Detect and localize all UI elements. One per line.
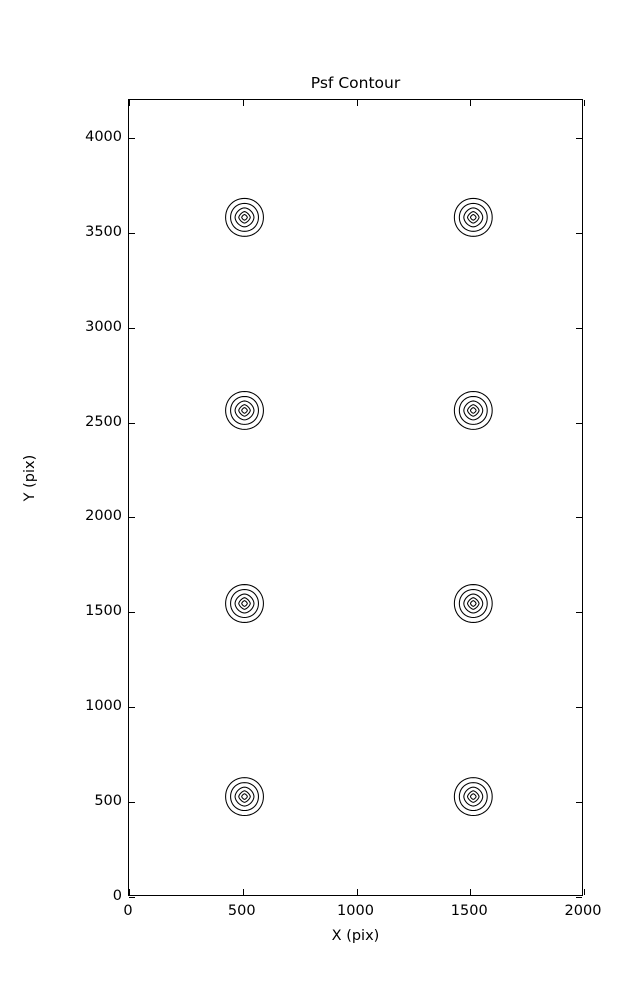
y-tick-mark	[129, 802, 135, 804]
contour-level-0	[225, 777, 264, 817]
plot-axes-area	[128, 99, 585, 898]
y-tick-mark	[129, 517, 135, 519]
y-tick-mark-right	[576, 802, 582, 804]
contour-level-0	[453, 584, 493, 623]
contour-level-2	[463, 400, 484, 421]
x-tick-mark	[584, 889, 585, 895]
y-tick-mark-right	[576, 137, 582, 139]
y-tick-mark	[129, 137, 135, 139]
y-tick-label: 2500	[85, 413, 122, 430]
contour-level-4	[241, 793, 248, 800]
x-tick-label: 1500	[450, 903, 488, 919]
x-tick-mark-top	[242, 100, 244, 106]
y-tick-mark-right	[576, 517, 582, 519]
y-tick-mark-right	[576, 897, 582, 898]
x-axis-tick-labels: 0 500 1000 1500 2000	[0, 903, 637, 927]
contour-level-3	[238, 597, 251, 610]
contour-level-3	[466, 404, 480, 417]
contour-level-1	[458, 202, 488, 232]
y-tick-label: 3000	[85, 318, 122, 335]
y-tick-mark	[129, 707, 135, 709]
psf-contour-group	[453, 390, 493, 430]
y-tick-label: 1500	[85, 603, 122, 620]
y-tick-label: 500	[94, 793, 122, 810]
contour-level-4	[241, 214, 248, 221]
contour-level-2	[463, 593, 484, 614]
contour-level-2	[234, 593, 255, 614]
contour-level-4	[469, 214, 477, 221]
contour-level-0	[225, 584, 264, 623]
page-title: Psf Contour	[310, 74, 401, 92]
x-tick-mark	[356, 889, 358, 895]
contour-level-2	[463, 786, 484, 807]
psf-contour-group	[225, 584, 264, 623]
contour-level-4	[469, 600, 477, 607]
y-tick-label: 3500	[85, 223, 122, 240]
y-tick-mark-right	[576, 327, 582, 329]
contour-level-3	[466, 790, 480, 803]
contour-level-2	[234, 207, 255, 228]
y-axis-tick-labels: 0 500 1000 1500 2000 2500 3000 3500 4000	[46, 0, 122, 1000]
contour-level-0	[225, 197, 264, 237]
y-tick-label: 2000	[85, 508, 122, 525]
y-tick-mark	[129, 897, 135, 898]
psf-contour-group	[225, 197, 264, 237]
x-tick-label: 500	[227, 903, 256, 919]
x-tick-mark-top	[129, 100, 130, 106]
contour-level-3	[466, 597, 480, 610]
contour-level-3	[238, 404, 251, 417]
contour-level-4	[241, 407, 248, 414]
contour-level-1	[230, 395, 259, 425]
contour-level-0	[453, 197, 493, 237]
psf-contour-group	[453, 197, 493, 237]
y-tick-mark	[129, 232, 135, 234]
contour-level-3	[466, 211, 480, 224]
x-tick-mark	[129, 889, 130, 895]
y-tick-mark-right	[576, 612, 582, 614]
x-axis-label: X (pix)	[331, 928, 380, 944]
contour-level-4	[469, 407, 477, 414]
psf-contour-group	[225, 777, 264, 817]
psf-contour-group	[453, 777, 493, 817]
y-tick-label: 1000	[85, 698, 122, 715]
contour-plot-canvas	[225, 197, 493, 817]
x-tick-mark-top	[584, 100, 585, 106]
contour-level-0	[453, 390, 493, 430]
contour-level-1	[458, 782, 488, 812]
contour-level-1	[230, 202, 259, 232]
contour-level-0	[225, 390, 264, 430]
y-axis-label: Y (pix)	[22, 454, 38, 502]
contour-level-3	[238, 790, 251, 803]
psf-contour-group	[453, 584, 493, 623]
x-tick-mark	[470, 889, 472, 895]
y-tick-mark-right	[576, 422, 582, 424]
contour-level-1	[230, 589, 259, 618]
contour-level-0	[453, 777, 493, 817]
y-tick-label: 0	[112, 888, 122, 904]
contour-level-4	[241, 600, 248, 607]
psf-contour-group	[225, 390, 264, 430]
y-tick-mark-right	[576, 707, 582, 709]
x-tick-mark-top	[356, 100, 358, 106]
contour-level-1	[230, 782, 259, 812]
x-tick-label: 2000	[564, 903, 602, 919]
y-tick-mark	[129, 327, 135, 329]
y-tick-label: 4000	[85, 128, 122, 145]
y-tick-mark-right	[576, 232, 582, 234]
x-tick-label: 0	[123, 903, 133, 919]
contour-level-2	[234, 400, 255, 421]
y-tick-mark	[129, 422, 135, 424]
contour-level-3	[238, 211, 251, 224]
contour-level-1	[458, 589, 488, 618]
x-tick-mark	[242, 889, 244, 895]
y-tick-mark	[129, 612, 135, 614]
contour-level-2	[463, 207, 484, 228]
x-tick-mark-top	[470, 100, 472, 106]
contour-level-1	[458, 395, 488, 425]
contour-level-2	[234, 786, 255, 807]
contour-level-4	[469, 793, 477, 800]
x-tick-label: 1000	[337, 903, 374, 919]
